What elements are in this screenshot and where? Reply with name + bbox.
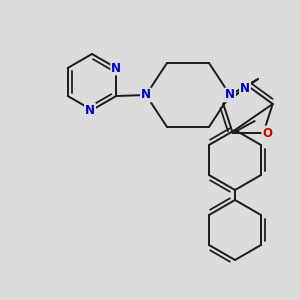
Text: N: N (240, 82, 250, 94)
Text: N: N (85, 103, 95, 116)
Text: N: N (225, 88, 235, 101)
Text: O: O (262, 127, 272, 140)
Text: N: N (111, 61, 121, 74)
Text: N: N (141, 88, 151, 101)
